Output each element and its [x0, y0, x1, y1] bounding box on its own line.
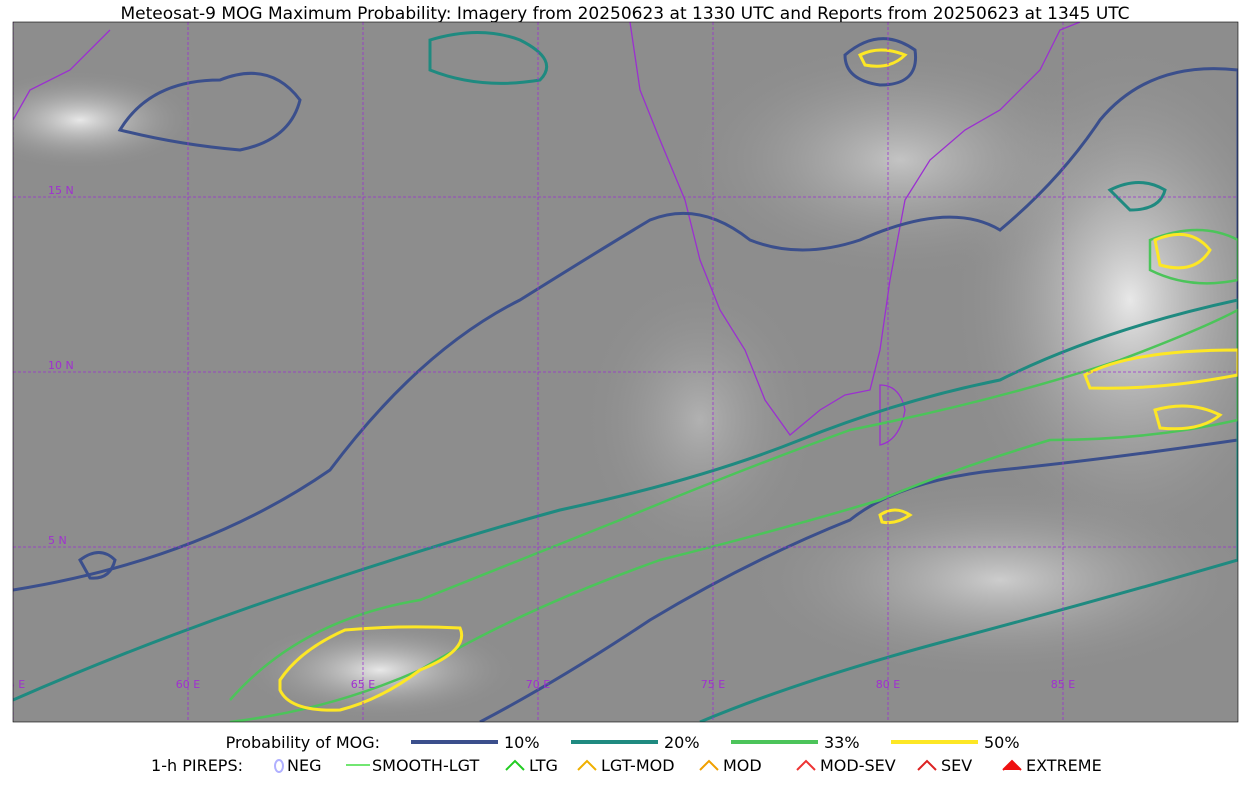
legend-label: LGT-MOD — [601, 756, 675, 775]
map: 15 N 10 N 5 N 55 E 60 E 65 E 70 E 75 E 80 E 85 E — [1, 22, 1238, 722]
coastline — [13, 29, 111, 121]
lat-label: 5 N — [48, 534, 67, 547]
legend-title: Probability of MOG: — [226, 733, 380, 752]
lon-label: 85 E — [1051, 678, 1075, 691]
map-frame — [12, 21, 1239, 723]
legend-label: MOD — [723, 756, 762, 775]
lat-label: 15 N — [48, 184, 74, 197]
legend-label: 20% — [664, 733, 700, 752]
legend: Probability of MOG: 10% 20% 33% 50% 1-h PIREP… — [151, 733, 1102, 775]
contours — [13, 31, 1238, 722]
legend-label: EXTREME — [1026, 756, 1102, 775]
legend-label: 50% — [984, 733, 1020, 752]
legend-icon — [577, 759, 597, 771]
legend-label: 33% — [824, 733, 860, 752]
coastline — [629, 22, 1081, 436]
legend-icon — [699, 759, 719, 771]
legend-label: NEG — [287, 756, 321, 775]
lat-label: 10 N — [48, 359, 74, 372]
legend-label: 10% — [504, 733, 540, 752]
legend-title: 1-h PIREPS: — [151, 756, 243, 775]
coastline — [879, 384, 906, 446]
legend-icon — [917, 759, 937, 771]
lon-label: 75 E — [701, 678, 725, 691]
lon-label: 60 E — [176, 678, 200, 691]
lon-label: 65 E — [351, 678, 375, 691]
legend-label: MOD-SEV — [820, 756, 896, 775]
title: Meteosat-9 MOG Maximum Probability: Imag… — [120, 4, 1129, 24]
legend-label: SMOOTH-LGT — [372, 756, 479, 775]
legend-icon — [505, 759, 525, 771]
legend-label: SEV — [941, 756, 972, 775]
lon-label: 70 E — [526, 678, 550, 691]
legend-label: LTG — [529, 756, 558, 775]
lon-label: 55 E — [1, 678, 25, 691]
legend-icon — [1002, 759, 1022, 771]
lon-label: 80 E — [876, 678, 900, 691]
graticule: 15 N 10 N 5 N 55 E 60 E 65 E 70 E 75 E 80 E 85 E — [1, 22, 1238, 722]
legend-icon — [274, 759, 284, 773]
legend-icon — [796, 759, 816, 771]
